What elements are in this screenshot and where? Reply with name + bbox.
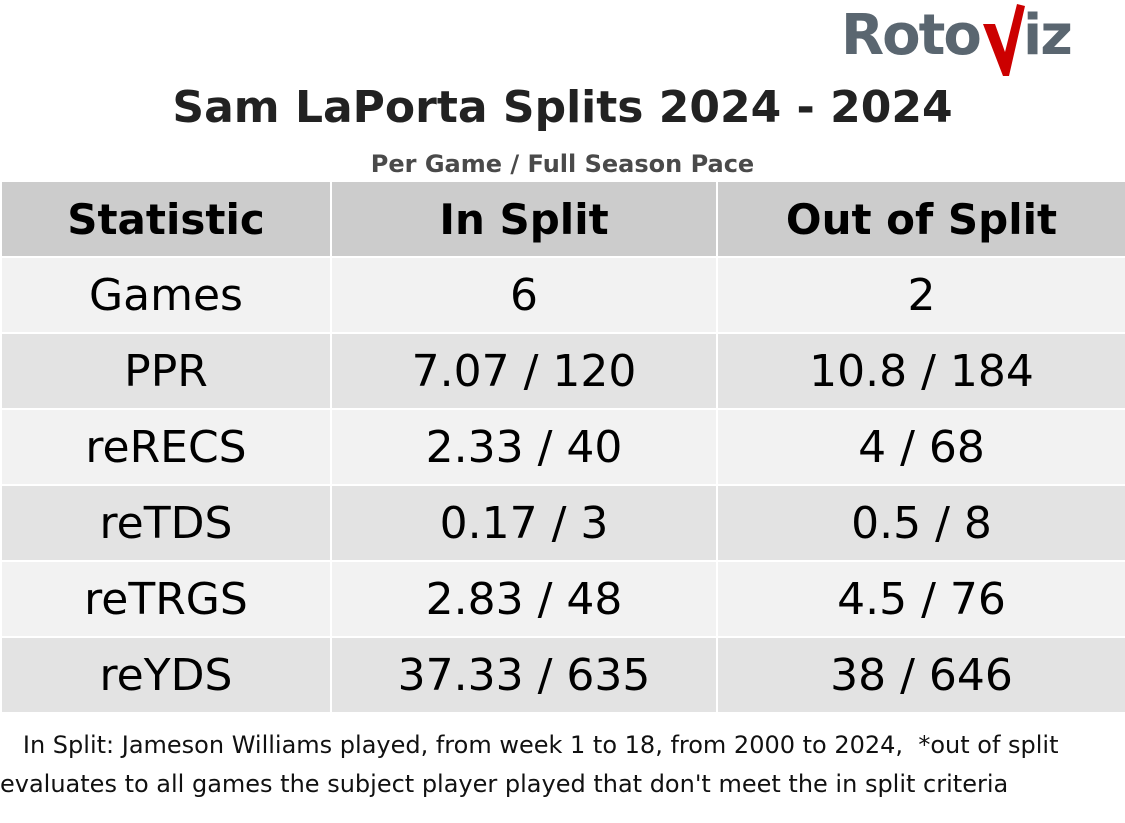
table-row-ppr: PPR 7.07 / 120 10.8 / 184 [0,332,1125,410]
red-v-lightning-icon [983,4,1025,76]
in-split-value: 2.83 / 48 [330,560,718,638]
split-criteria-footnote: In Split: Jameson Williams played, from … [0,731,1067,798]
row-label: reTDS [0,484,332,562]
table-row-retrgs: reTRGS 2.83 / 48 4.5 / 76 [0,560,1125,638]
out-of-split-value: 10.8 / 184 [716,332,1125,410]
logo-text-roto: Roto [841,3,982,68]
in-split-value: 37.33 / 635 [330,636,718,714]
out-of-split-value: 4.5 / 76 [716,560,1125,638]
table-row-retds: reTDS 0.17 / 3 0.5 / 8 [0,484,1125,562]
row-label: PPR [0,332,332,410]
table-header-row: Statistic In Split Out of Split [0,180,1125,258]
logo-text-iz: iz [1023,3,1073,68]
table-row-reyds: reYDS 37.33 / 635 38 / 646 [0,636,1125,714]
column-header-statistic: Statistic [0,180,332,258]
column-header-in-split: In Split [330,180,718,258]
row-label: reRECS [0,408,332,486]
rotoviz-logo: Roto iz [841,2,1073,76]
in-split-value: 6 [330,256,718,334]
column-header-out-of-split: Out of Split [716,180,1125,258]
out-of-split-value: 0.5 / 8 [716,484,1125,562]
row-label: Games [0,256,332,334]
in-split-value: 7.07 / 120 [330,332,718,410]
page-title: Sam LaPorta Splits 2024 - 2024 [172,82,953,133]
in-split-value: 0.17 / 3 [330,484,718,562]
table-row-rerecs: reRECS 2.33 / 40 4 / 68 [0,408,1125,486]
page-subtitle: Per Game / Full Season Pace [370,150,755,178]
row-label: reYDS [0,636,332,714]
out-of-split-value: 4 / 68 [716,408,1125,486]
in-split-value: 2.33 / 40 [330,408,718,486]
out-of-split-value: 2 [716,256,1125,334]
splits-table: Statistic In Split Out of Split Games 6 … [0,180,1125,714]
row-label: reTRGS [0,560,332,638]
out-of-split-value: 38 / 646 [716,636,1125,714]
table-row-games: Games 6 2 [0,256,1125,334]
